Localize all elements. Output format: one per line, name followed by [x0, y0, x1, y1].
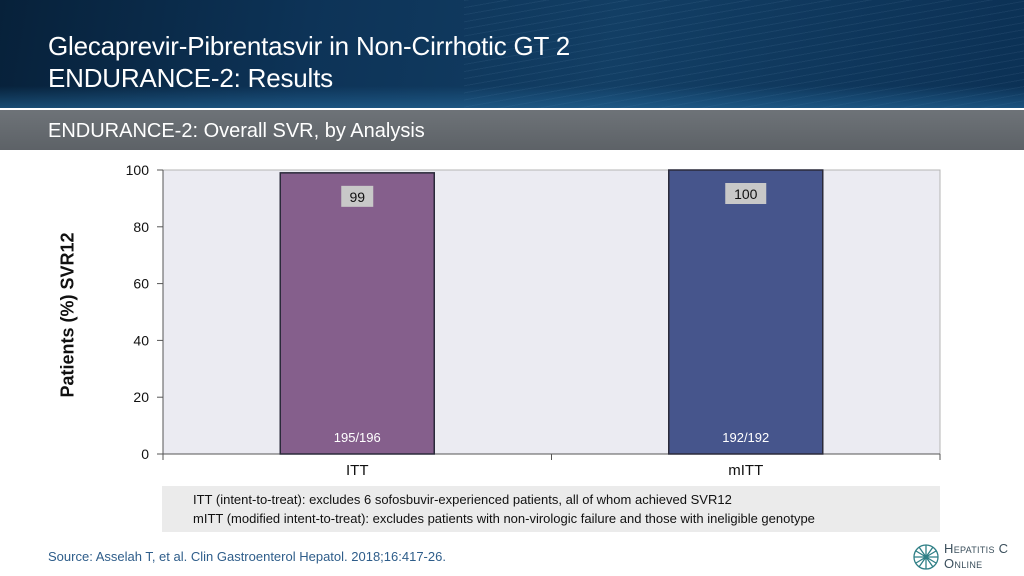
slide-title-line1: Glecaprevir-Pibrentasvir in Non-Cirrhoti… [48, 31, 571, 61]
bar-itt [279, 172, 435, 455]
section-title: ENDURANCE-2: Overall SVR, by Analysis [48, 120, 425, 142]
source-citation: Source: Asselah T, et al. Clin Gastroent… [48, 549, 446, 564]
y-tick-label: 60 [133, 276, 149, 292]
x-category-label: mITT [728, 462, 763, 479]
logo-line2: Online [944, 556, 983, 571]
definition-itt: ITT (intent-to-treat): excludes 6 sofosb… [193, 492, 732, 507]
definitions-box: ITT (intent-to-treat): excludes 6 sofosb… [162, 486, 940, 532]
data-label-mitt: 100 [734, 186, 758, 202]
patient-count-itt: 195/196 [334, 430, 381, 445]
bar-mitt [668, 169, 824, 455]
section-banner: ENDURANCE-2: Overall SVR, by Analysis [0, 110, 1024, 150]
y-tick-label: 80 [133, 219, 149, 235]
data-label-box [341, 185, 374, 207]
logo-text: Hepatitis C Online [944, 541, 1008, 571]
logo-line1: Hepatitis C [944, 541, 1009, 556]
patient-count-mitt: 192/192 [722, 430, 769, 445]
y-tick-label: 100 [126, 162, 150, 178]
definition-mitt: mITT (modified intent-to-treat): exclude… [193, 511, 815, 526]
title-banner: Glecaprevir-Pibrentasvir in Non-Cirrhoti… [0, 0, 1024, 108]
y-tick-label: 40 [133, 332, 149, 348]
data-label-box [725, 183, 767, 204]
publisher-logo: Hepatitis C Online [912, 541, 1016, 573]
y-tick-label: 20 [133, 389, 149, 405]
x-category-label: ITT [346, 462, 369, 479]
hepatitis-c-online-logo-icon [913, 544, 939, 570]
y-tick-label: 0 [141, 446, 149, 462]
data-label-itt: 99 [349, 189, 365, 205]
